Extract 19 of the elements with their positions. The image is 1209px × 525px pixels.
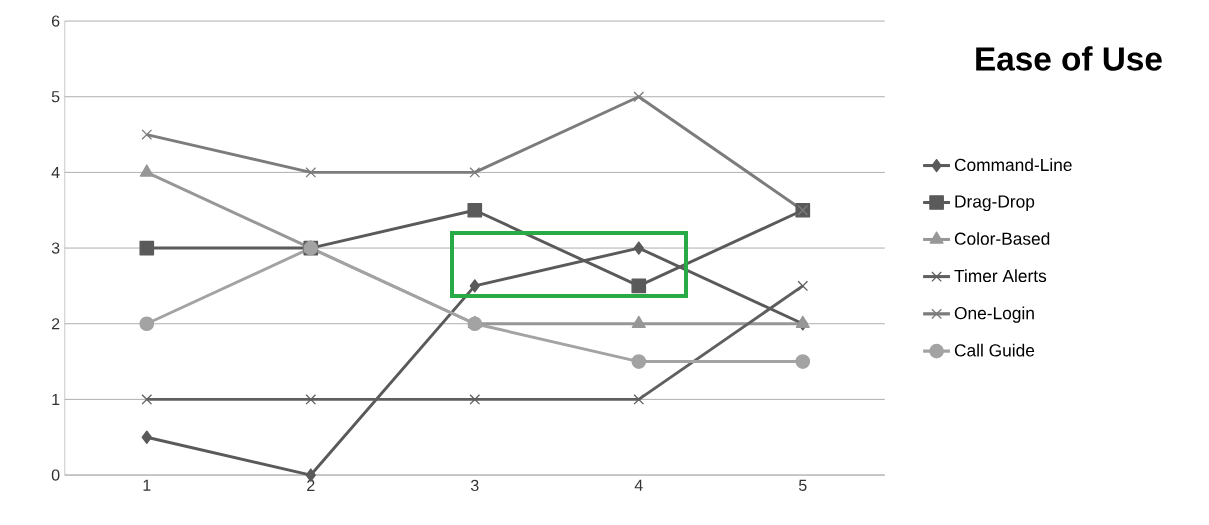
legend-label: Timer Alerts [954,269,1047,283]
x-tick-label: 2 [307,479,315,491]
x-tick-label: 3 [470,479,479,492]
y-tick-label: 4 [51,166,60,178]
legend-label: Command-Line [954,158,1072,172]
x-tick-label: 4 [634,479,643,491]
text: Ease of Use [976,46,1162,71]
x-tick-label: 1 [143,479,151,491]
y-tick-label: 5 [51,91,60,103]
legend-label: Drag-Drop [955,195,1035,212]
legend-label: Call Guide [954,343,1035,357]
y-tick-label: 0 [51,469,60,481]
y-tick-label: 1 [52,393,60,405]
legend-label: One-Login [954,306,1034,323]
y-tick-label: 6 [51,15,60,27]
x-tick-label: 5 [798,479,807,491]
y-tick-label: 2 [51,318,60,330]
y-tick-label: 3 [51,242,60,254]
legend-label: Color-Based [954,232,1050,245]
